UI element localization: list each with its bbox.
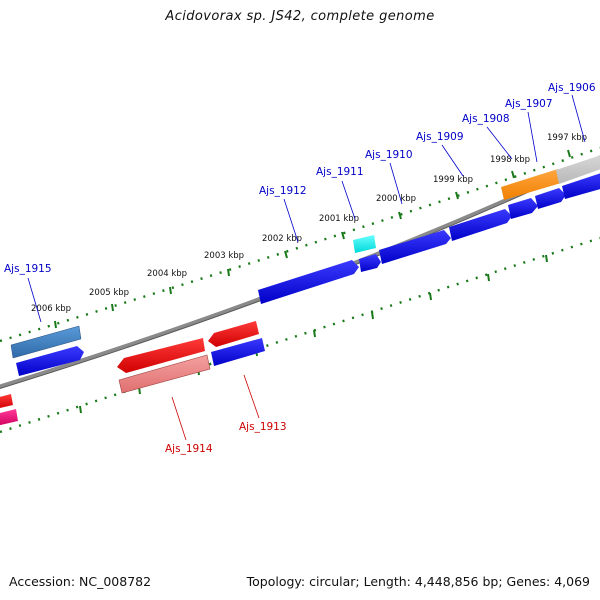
- gene-label: Ajs_1906: [548, 82, 596, 94]
- major-tick: [511, 170, 515, 179]
- gene-orange[interactable]: [501, 169, 561, 200]
- gene-ajs-1910[interactable]: [379, 230, 451, 264]
- gene-forward-b[interactable]: [359, 254, 381, 272]
- major-tick: [341, 231, 345, 240]
- gene-label: Ajs_1908: [462, 113, 510, 125]
- gene-ajs-1909[interactable]: [449, 209, 512, 241]
- kbp-label: 2003 kbp: [204, 251, 244, 261]
- gene-ajs-1907[interactable]: [535, 188, 566, 209]
- leader-line: [283, 198, 299, 243]
- kbp-label: 1999 kbp: [433, 175, 473, 185]
- major-tick: [227, 268, 230, 277]
- gene-label: Ajs_1909: [416, 131, 464, 143]
- kbp-label: 2006 kbp: [31, 304, 71, 314]
- leader-line: [527, 111, 538, 163]
- kbp-label: 2004 kbp: [147, 269, 187, 279]
- leader-line: [441, 144, 464, 177]
- major-tick: [429, 292, 432, 301]
- kbp-label: 1998 kbp: [490, 155, 530, 165]
- gene-ajs-1911[interactable]: [353, 235, 376, 253]
- outer-tick-track: [0, 146, 600, 343]
- kbp-labels: 2006 kbp 2005 kbp 2004 kbp 2003 kbp 2002…: [31, 133, 587, 314]
- gene-ajs-1914[interactable]: [117, 338, 205, 373]
- gene-grey[interactable]: [556, 154, 600, 184]
- kbp-label: 1997 kbp: [547, 133, 587, 143]
- gene-forward-small[interactable]: [16, 346, 84, 376]
- major-tick: [313, 329, 316, 338]
- accession-label: Accession: NC_008782: [9, 574, 152, 589]
- kbp-label: 2001 kbp: [319, 214, 359, 224]
- gene-ajs-1906[interactable]: [562, 172, 600, 199]
- inner-tick-track: [0, 236, 600, 434]
- leader-line: [341, 180, 356, 220]
- gene-label: Ajs_1913: [239, 421, 287, 433]
- major-tick: [371, 311, 374, 320]
- kbp-label: 2000 kbp: [376, 194, 416, 204]
- leader-line: [243, 374, 260, 419]
- label-leaders: [27, 94, 586, 323]
- major-tick: [398, 211, 402, 220]
- gene-ajs-1913[interactable]: [211, 338, 265, 366]
- gene-label: Ajs_1910: [365, 149, 413, 161]
- gene-magenta-edge[interactable]: [0, 409, 18, 426]
- gene-label: Ajs_1912: [259, 185, 307, 197]
- kbp-label: 2005 kbp: [89, 288, 129, 298]
- outer-major-ticks: [54, 149, 571, 329]
- reverse-label-leaders: [171, 374, 260, 441]
- major-tick: [111, 303, 114, 312]
- major-tick: [487, 273, 490, 282]
- reverse-genes: [0, 321, 265, 426]
- major-tick: [79, 405, 82, 414]
- gene-red-edge[interactable]: [0, 394, 13, 409]
- leader-line: [171, 396, 187, 441]
- gene-label: Ajs_1911: [316, 166, 364, 178]
- gene-ajs-1914-pseudo[interactable]: [118, 354, 211, 394]
- forward-genes: [10, 154, 600, 376]
- leader-line: [389, 162, 403, 205]
- gene-ajs-1913-upper[interactable]: [208, 321, 259, 347]
- gene-ajs-1908[interactable]: [508, 198, 538, 219]
- gene-label: Ajs_1915: [4, 263, 52, 275]
- major-tick: [169, 286, 172, 295]
- major-tick: [54, 320, 57, 329]
- major-tick: [545, 254, 548, 263]
- topology-label: Topology: circular; Length: 4,448,856 bp…: [246, 574, 590, 589]
- kbp-label: 2002 kbp: [262, 234, 302, 244]
- gene-label: Ajs_1914: [165, 443, 213, 455]
- gene-label: Ajs_1907: [505, 98, 553, 110]
- major-tick: [284, 250, 288, 259]
- map-title: Acidovorax sp. JS42, complete genome: [165, 9, 435, 24]
- leader-line: [27, 277, 42, 323]
- leader-line: [486, 126, 513, 160]
- major-tick: [455, 191, 459, 200]
- gene-ajs-1915[interactable]: [10, 325, 82, 359]
- gene-labels: Ajs_1915 Ajs_1912 Ajs_1911 Ajs_1910 Ajs_…: [4, 82, 596, 455]
- leader-line: [571, 94, 586, 143]
- major-tick: [567, 149, 571, 158]
- gene-ajs-1912[interactable]: [258, 260, 359, 304]
- inner-major-ticks: [79, 254, 548, 414]
